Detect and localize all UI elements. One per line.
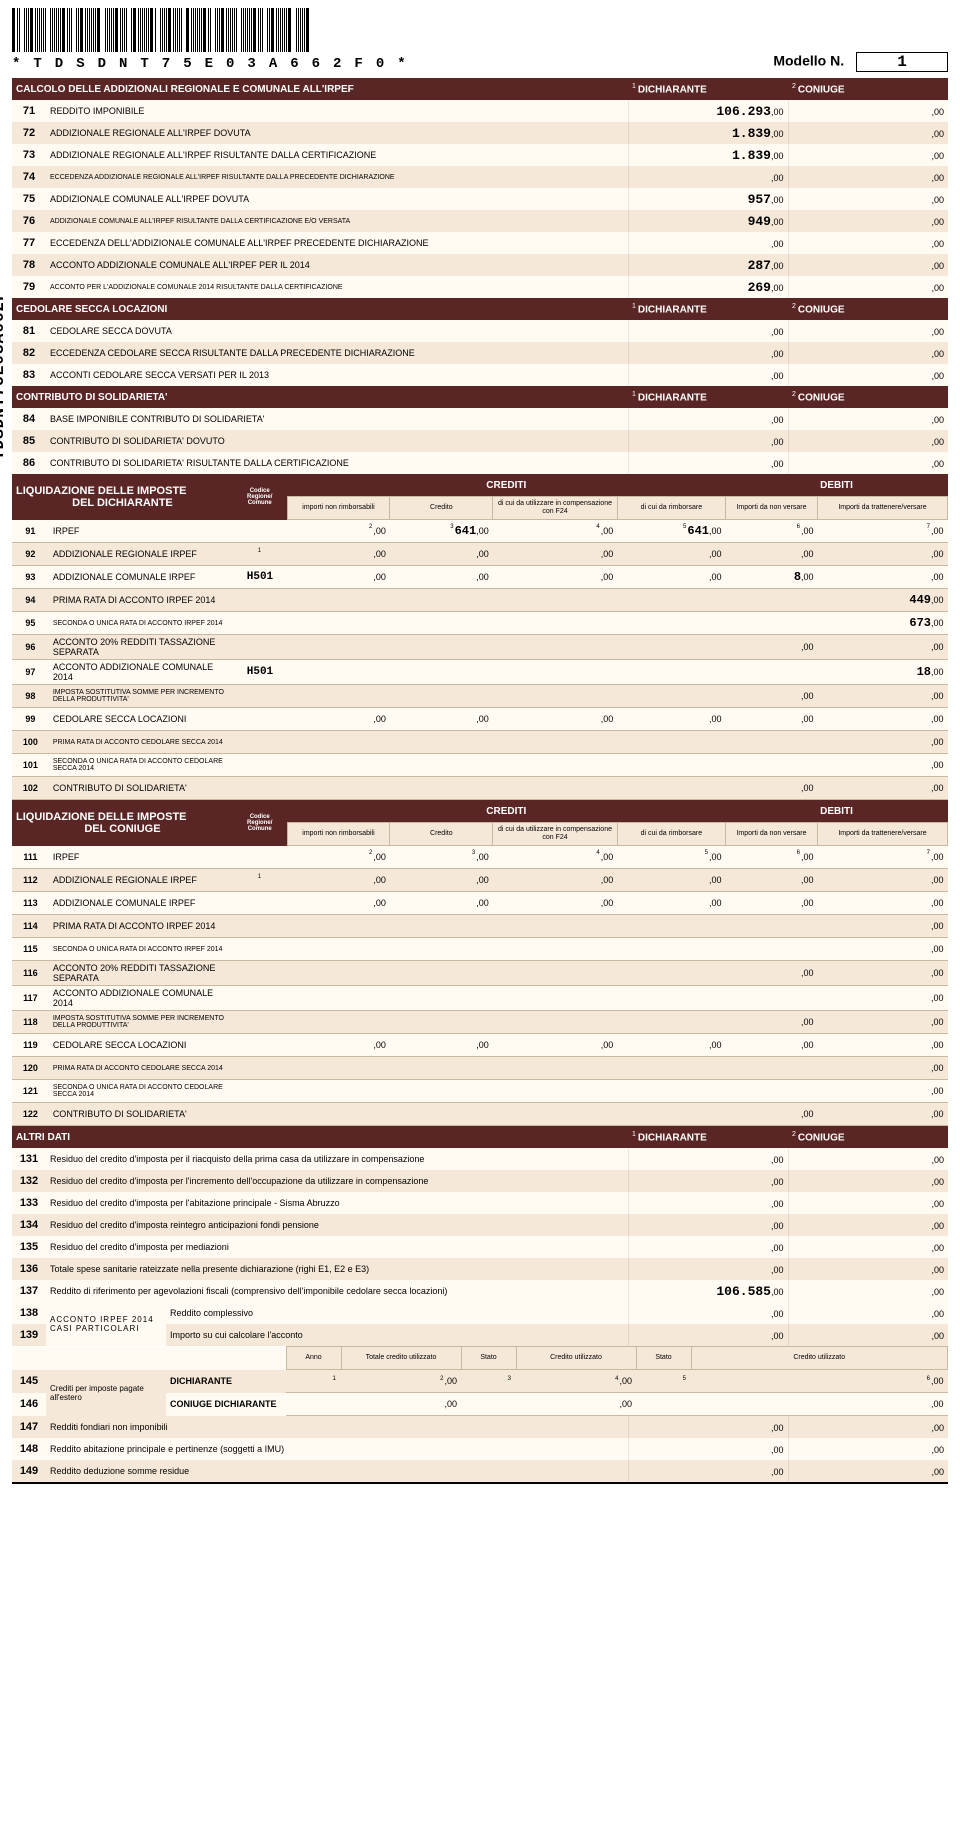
table-row: 79 ACCONTO PER L'ADDIZIONALE COMUNALE 20… xyxy=(12,276,948,298)
section-contributo: CONTRIBUTO DI SOLIDARIETA' 1DICHIARANTE … xyxy=(12,386,948,474)
table-row: 111 IRPEF 2,003,004,005,006,007,00 xyxy=(12,846,948,869)
table-row: 82 ECCEDENZA CEDOLARE SECCA RISULTANTE D… xyxy=(12,342,948,364)
table-row: 137 Reddito di riferimento per agevolazi… xyxy=(12,1280,948,1302)
table-row: 121 SECONDA O UNICA RATA DI ACCONTO CEDO… xyxy=(12,1080,948,1103)
col-dichiarante: 1DICHIARANTE xyxy=(628,78,788,100)
table-row: 136 Totale spese sanitarie rateizzate ne… xyxy=(12,1258,948,1280)
col-coniuge: 2CONIUGE xyxy=(788,78,948,100)
barcode-text: *TDSDNT75E03A662F0* xyxy=(12,56,419,72)
altri-dati: ALTRI DATI 1DICHIARANTE 2CONIUGE 131 Res… xyxy=(12,1126,948,1346)
table-row: 86 CONTRIBUTO DI SOLIDARIETA' RISULTANTE… xyxy=(12,452,948,474)
table-row: 99 CEDOLARE SECCA LOCAZIONI ,00,00,00,00… xyxy=(12,708,948,731)
table-row: 133 Residuo del credito d'imposta per l'… xyxy=(12,1192,948,1214)
table-row: 100 PRIMA RATA DI ACCONTO CEDOLARE SECCA… xyxy=(12,731,948,754)
table-row: 115 SECONDA O UNICA RATA DI ACCONTO IRPE… xyxy=(12,938,948,961)
table-row: 97 ACCONTO ADDIZIONALE COMUNALE 2014 H50… xyxy=(12,660,948,685)
table-row: 120 PRIMA RATA DI ACCONTO CEDOLARE SECCA… xyxy=(12,1057,948,1080)
liquidazione-coniuge: LIQUIDAZIONE DELLE IMPOSTEDEL CONIUGE Co… xyxy=(12,800,948,1126)
liq-con-title: LIQUIDAZIONE DELLE IMPOSTEDEL CONIUGE xyxy=(12,800,233,846)
table-row: 76 ADDIZIONALE COMUNALE ALL'IRPEF RISULT… xyxy=(12,210,948,232)
cedolare-title: CEDOLARE SECCA LOCAZIONI xyxy=(12,298,628,320)
table-row: 72 ADDIZIONALE REGIONALE ALL'IRPEF DOVUT… xyxy=(12,122,948,144)
table-row: 71 REDDITO IMPONIBILE 106.293,00,00 xyxy=(12,100,948,122)
modello-value: 1 xyxy=(856,52,948,72)
table-row: 149 Reddito deduzione somme residue ,00,… xyxy=(12,1460,948,1482)
table-row: 95 SECONDA O UNICA RATA DI ACCONTO IRPEF… xyxy=(12,612,948,635)
table-row: 91 IRPEF 2,003641,004,005641,006,007,00 xyxy=(12,520,948,543)
contributo-title: CONTRIBUTO DI SOLIDARIETA' xyxy=(12,386,628,408)
table-row: 96 ACCONTO 20% REDDITI TASSAZIONE SEPARA… xyxy=(12,635,948,660)
table-row: 148 Reddito abitazione principale e pert… xyxy=(12,1438,948,1460)
table-row: 98 IMPOSTA SOSTITUTIVA SOMME PER INCREME… xyxy=(12,685,948,708)
section-cedolare: CEDOLARE SECCA LOCAZIONI 1DICHIARANTE 2C… xyxy=(12,298,948,386)
table-row: 94 PRIMA RATA DI ACCONTO IRPEF 2014 449,… xyxy=(12,589,948,612)
table-row: 116 ACCONTO 20% REDDITI TASSAZIONE SEPAR… xyxy=(12,961,948,986)
table-row: 112 ADDIZIONALE REGIONALE IRPEF 1,00,00,… xyxy=(12,869,948,892)
barcode-icon xyxy=(12,8,419,52)
side-fiscal-code: TDSDNT75E03A662F xyxy=(0,290,8,460)
liquidazione-dichiarante: LIQUIDAZIONE DELLE IMPOSTEDEL DICHIARANT… xyxy=(12,474,948,800)
page: TDSDNT75E03A662F Copia conforme al provv… xyxy=(0,0,960,1492)
liq-dich-title: LIQUIDAZIONE DELLE IMPOSTEDEL DICHIARANT… xyxy=(12,474,233,520)
altri-title: ALTRI DATI xyxy=(12,1126,628,1148)
table-row: 78 ACCONTO ADDIZIONALE COMUNALE ALL'IRPE… xyxy=(12,254,948,276)
table-row: 132 Residuo del credito d'imposta per l'… xyxy=(12,1170,948,1192)
table-row: 114 PRIMA RATA DI ACCONTO IRPEF 2014 ,00 xyxy=(12,915,948,938)
table-row: 118 IMPOSTA SOSTITUTIVA SOMME PER INCREM… xyxy=(12,1011,948,1034)
crediti-estero: Anno Totale credito utilizzato Stato Cre… xyxy=(12,1346,948,1416)
table-row: 83 ACCONTI CEDOLARE SECCA VERSATI PER IL… xyxy=(12,364,948,386)
table-row: 73 ADDIZIONALE REGIONALE ALL'IRPEF RISUL… xyxy=(12,144,948,166)
table-row: 84 BASE IMPONIBILE CONTRIBUTO DI SOLIDAR… xyxy=(12,408,948,430)
redditi-finali: 147 Redditi fondiari non imponibili ,00,… xyxy=(12,1416,948,1482)
table-row: 134 Residuo del credito d'imposta reinte… xyxy=(12,1214,948,1236)
table-row: 93 ADDIZIONALE COMUNALE IRPEF H501,00,00… xyxy=(12,566,948,589)
table-row: 92 ADDIZIONALE REGIONALE IRPEF 1,00,00,0… xyxy=(12,543,948,566)
barcode-area: *TDSDNT75E03A662F0* Modello N. 1 xyxy=(12,8,948,72)
table-row: 85 CONTRIBUTO DI SOLIDARIETA' DOVUTO ,00… xyxy=(12,430,948,452)
table-row: 119 CEDOLARE SECCA LOCAZIONI ,00,00,00,0… xyxy=(12,1034,948,1057)
section-calcolo: CALCOLO DELLE ADDIZIONALI REGIONALE E CO… xyxy=(12,78,948,298)
modello-label: Modello N. 1 xyxy=(773,52,948,72)
table-row: 77 ECCEDENZA DELL'ADDIZIONALE COMUNALE A… xyxy=(12,232,948,254)
table-row: 113 ADDIZIONALE COMUNALE IRPEF ,00,00,00… xyxy=(12,892,948,915)
table-row: 135 Residuo del credito d'imposta per me… xyxy=(12,1236,948,1258)
table-row: 75 ADDIZIONALE COMUNALE ALL'IRPEF DOVUTA… xyxy=(12,188,948,210)
table-row: 122 CONTRIBUTO DI SOLIDARIETA' ,00,00 xyxy=(12,1103,948,1126)
table-row: 81 CEDOLARE SECCA DOVUTA ,00,00 xyxy=(12,320,948,342)
table-row: 74 ECCEDENZA ADDIZIONALE REGIONALE ALL'I… xyxy=(12,166,948,188)
table-row: 102 CONTRIBUTO DI SOLIDARIETA' ,00,00 xyxy=(12,777,948,800)
acconto-irpef-label: ACCONTO IRPEF 2014 CASI PARTICOLARI xyxy=(46,1302,166,1346)
calcolo-title: CALCOLO DELLE ADDIZIONALI REGIONALE E CO… xyxy=(12,78,628,100)
table-row: 101 SECONDA O UNICA RATA DI ACCONTO CEDO… xyxy=(12,754,948,777)
table-row: 117 ACCONTO ADDIZIONALE COMUNALE 2014 ,0… xyxy=(12,986,948,1011)
table-row: 147 Redditi fondiari non imponibili ,00,… xyxy=(12,1416,948,1438)
table-row: 131 Residuo del credito d'imposta per il… xyxy=(12,1148,948,1170)
